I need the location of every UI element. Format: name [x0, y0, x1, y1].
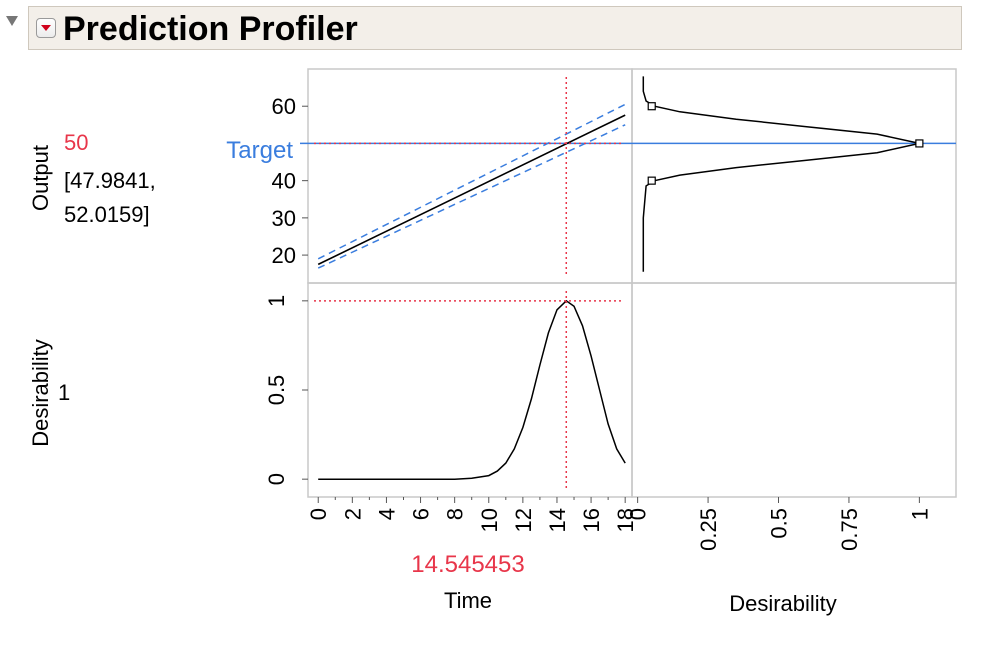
output-ci-line-1: [47.9841, [64, 168, 156, 193]
desirability-y-tick-label: 0 [264, 473, 289, 485]
time-x-tick-label: 14 [545, 508, 570, 532]
current-time-value[interactable]: 14.545453 [411, 551, 524, 578]
desirability-trace-plot [318, 299, 626, 480]
output-ci-lower-line [317, 124, 626, 269]
output-y-axis: 20 30 40 60 [272, 94, 308, 268]
output-y-tick-label: 40 [272, 169, 296, 194]
desirability-function-curve [642, 76, 920, 272]
title-bar: Prediction Profiler [28, 6, 962, 50]
target-label: Target [226, 137, 293, 164]
red-triangle-icon [41, 25, 51, 31]
time-x-tick-label: 6 [409, 508, 434, 520]
desirability-x-axis: 0 0.25 0.5 0.75 1 [626, 497, 932, 551]
profiler-header: Prediction Profiler [0, 0, 998, 56]
desirability-control-point [647, 102, 656, 111]
desirability-control-point [915, 139, 924, 148]
page-title: Prediction Profiler [63, 10, 358, 48]
desirability-function-plot [642, 76, 924, 272]
current-output-value: 50 [64, 130, 88, 155]
time-x-tick-label: 12 [511, 508, 536, 532]
current-desirability-value: 1 [58, 380, 70, 405]
output-ci-line-2: 52.0159] [64, 202, 150, 227]
desirability-x-tick-label: 0.75 [837, 508, 862, 551]
desirability-y-tick-label: 0.5 [264, 375, 289, 406]
output-y-tick-label: 30 [272, 206, 296, 231]
empty-corner-panel [631, 282, 957, 498]
time-x-tick-label: 18 [613, 508, 638, 532]
time-axis-title: Time [444, 588, 492, 613]
disclosure-triangle-icon[interactable] [6, 16, 18, 26]
time-x-tick-label: 4 [374, 508, 399, 520]
response-desirability-label: Desirability [28, 339, 53, 447]
desirability-x-tick-label: 1 [907, 508, 932, 520]
output-prediction-line [317, 114, 626, 266]
time-x-axis[interactable]: 0 2 4 6 8 10 12 14 16 18 [306, 497, 638, 532]
output-desirability-function-panel [631, 68, 957, 284]
desirability-y-tick-label: 1 [264, 295, 289, 307]
desirability-y-axis: 00.51 [264, 295, 308, 485]
time-x-tick-label: 2 [340, 508, 365, 520]
time-x-tick-label: 16 [579, 508, 604, 532]
desirability-x-tick-label: 0.25 [696, 508, 721, 551]
desirability-axis-title: Desirability [729, 591, 837, 616]
output-y-tick-label: 60 [272, 94, 296, 119]
desirability-x-tick-label: 0 [626, 508, 651, 520]
desirability-vs-time-panel [307, 282, 633, 498]
time-x-tick-label: 0 [306, 508, 331, 520]
output-y-tick-label: 20 [272, 243, 296, 268]
desirability-x-tick-label: 0.5 [767, 508, 792, 539]
desirability-control-point [647, 176, 656, 185]
output-prediction-plot [317, 103, 626, 269]
time-x-tick-label: 10 [477, 508, 502, 532]
desirability-trace-curve [318, 299, 626, 480]
red-triangle-menu-button[interactable] [36, 18, 56, 38]
time-x-tick-label: 8 [443, 508, 468, 520]
response-output-label: Output [28, 145, 53, 211]
output-ci-upper-line [317, 103, 626, 260]
